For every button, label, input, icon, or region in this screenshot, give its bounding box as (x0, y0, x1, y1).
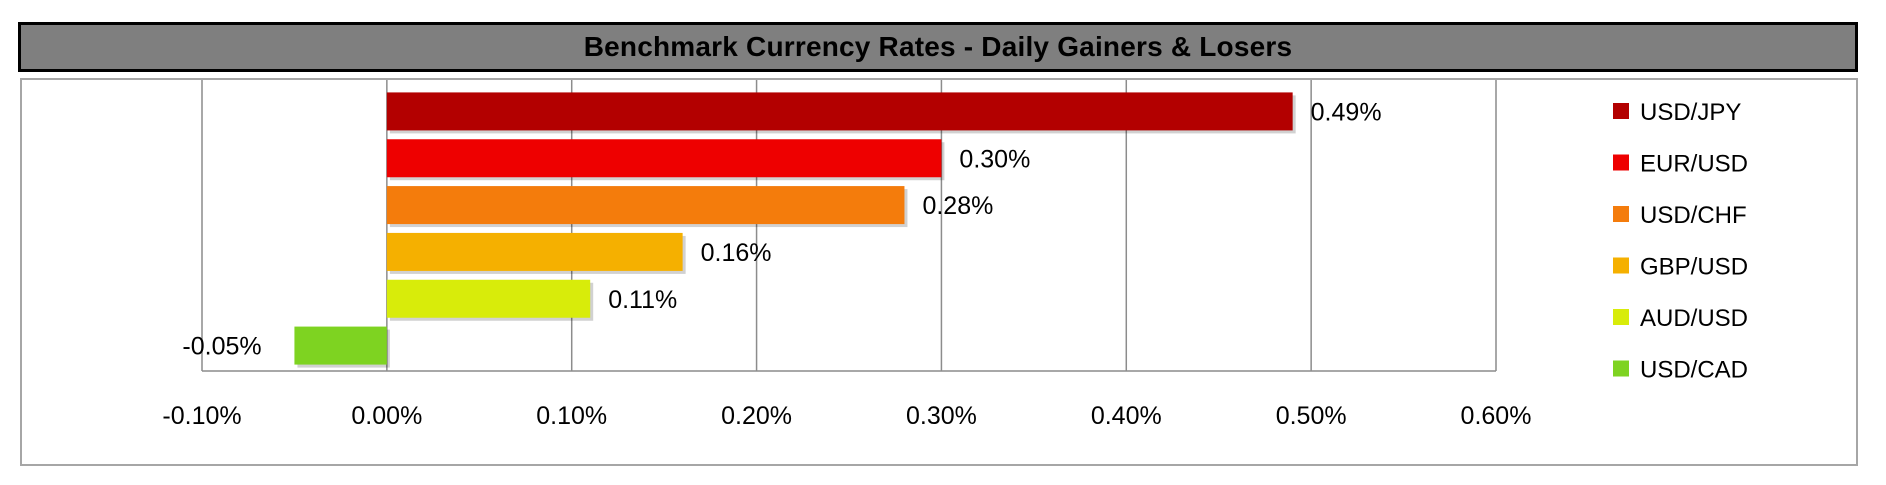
legend-label: GBP/USD (1640, 254, 1748, 281)
legend-label: USD/CAD (1640, 357, 1748, 384)
x-tick-label: 0.40% (1091, 402, 1162, 430)
x-tick-label: 0.30% (906, 402, 977, 430)
legend-swatch (1613, 309, 1629, 325)
x-tick-label: 0.50% (1276, 402, 1347, 430)
bar-eur-usd (386, 139, 942, 178)
data-label: 0.49% (1311, 98, 1382, 126)
bars (294, 92, 1296, 368)
x-axis-tick-labels: -0.10% 0.00% 0.10% 0.20% 0.30% 0.40% 0.50% 0.60… (162, 402, 1531, 430)
data-labels: 0.49% 0.30% 0.28% 0.16% 0.11% -0.05% (182, 98, 1381, 360)
x-tick-label: -0.10% (162, 402, 241, 430)
x-tick-label: 0.10% (536, 402, 607, 430)
legend: USD/JPY EUR/USD USD/CHF GBP/USD AUD/USD USD/C… (1613, 99, 1748, 384)
x-tick-label: 0.20% (721, 402, 792, 430)
data-label: 0.28% (922, 192, 993, 220)
data-label: -0.05% (182, 333, 261, 361)
legend-swatch (1613, 154, 1629, 171)
chart-title-bar: Benchmark Currency Rates - Daily Gainers… (18, 22, 1858, 72)
legend-swatch (1613, 257, 1629, 274)
legend-swatch (1613, 360, 1629, 377)
x-tick-label: 0.00% (351, 402, 422, 430)
legend-label: USD/JPY (1640, 99, 1741, 126)
data-label: 0.11% (608, 286, 677, 314)
data-label: 0.16% (701, 239, 772, 267)
legend-label: AUD/USD (1640, 305, 1748, 332)
bar-usd-cad (294, 326, 387, 365)
legend-swatch (1613, 103, 1629, 119)
x-tick-label: 0.60% (1461, 402, 1532, 430)
chart-title: Benchmark Currency Rates - Daily Gainers… (583, 31, 1293, 62)
bar-usd-chf (386, 186, 905, 225)
legend-label: USD/CHF (1640, 202, 1747, 229)
legend-swatch (1613, 206, 1629, 222)
bar-usd-jpy (386, 92, 1293, 131)
legend-label: EUR/USD (1640, 151, 1748, 178)
data-label: 0.30% (959, 145, 1030, 173)
bar-aud-usd (386, 279, 591, 318)
bar-gbp-usd (386, 232, 683, 271)
